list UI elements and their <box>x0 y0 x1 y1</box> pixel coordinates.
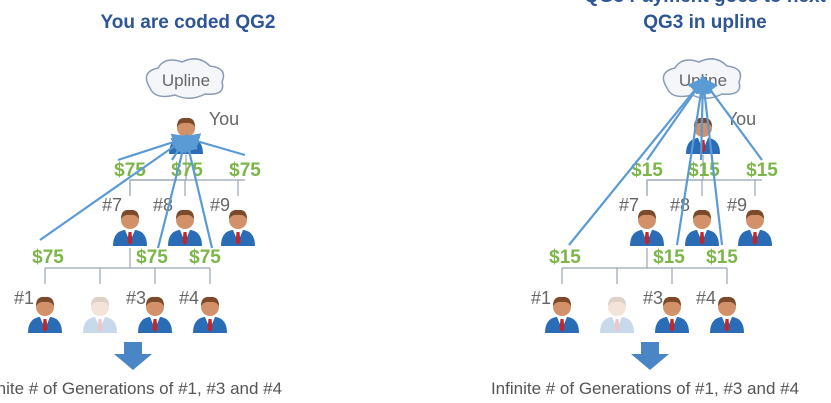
amount: $15 <box>688 160 720 181</box>
diagram: You are coded QG2UplineYou$75$75$75$75$7… <box>0 0 831 403</box>
person-icon <box>630 210 664 246</box>
title: QG3 in upline <box>643 12 767 33</box>
person-icon <box>738 210 772 246</box>
amount: $75 <box>32 247 64 268</box>
amount: $15 <box>549 247 581 268</box>
node-label: #1 <box>531 288 551 308</box>
down-arrow <box>114 342 152 370</box>
person-icon <box>113 210 147 246</box>
person-icon <box>600 297 634 333</box>
title: You are coded QG2 <box>101 12 276 33</box>
amount: $15 <box>653 247 685 268</box>
amount: $75 <box>136 247 168 268</box>
node-label: #7 <box>102 195 122 215</box>
node-label: #8 <box>670 195 690 215</box>
person-icon <box>83 297 117 333</box>
node-label: #9 <box>210 195 230 215</box>
you-label: You <box>726 109 756 129</box>
title: QG3 Payment goes to next <box>584 0 826 7</box>
down-arrow <box>631 342 669 370</box>
person-icon <box>221 210 255 246</box>
node-label: #7 <box>619 195 639 215</box>
node-label: #3 <box>643 288 663 308</box>
amount: $75 <box>229 160 261 181</box>
payment-arrow <box>569 80 703 245</box>
footer: Infinite # of Generations of #1, #3 and … <box>491 379 799 398</box>
person-icon <box>168 210 202 246</box>
you-label: You <box>209 109 239 129</box>
person-icon <box>685 210 719 246</box>
node-label: #4 <box>179 288 199 308</box>
node-label: #4 <box>696 288 716 308</box>
node-label: #9 <box>727 195 747 215</box>
cloud-label: Upline <box>162 71 210 90</box>
footer: Infinite # of Generations of #1, #3 and … <box>0 379 282 398</box>
amount: $75 <box>189 247 221 268</box>
amount: $15 <box>706 247 738 268</box>
amount: $15 <box>746 160 778 181</box>
node-label: #1 <box>14 288 34 308</box>
person-icon <box>169 118 203 154</box>
node-label: #3 <box>126 288 146 308</box>
